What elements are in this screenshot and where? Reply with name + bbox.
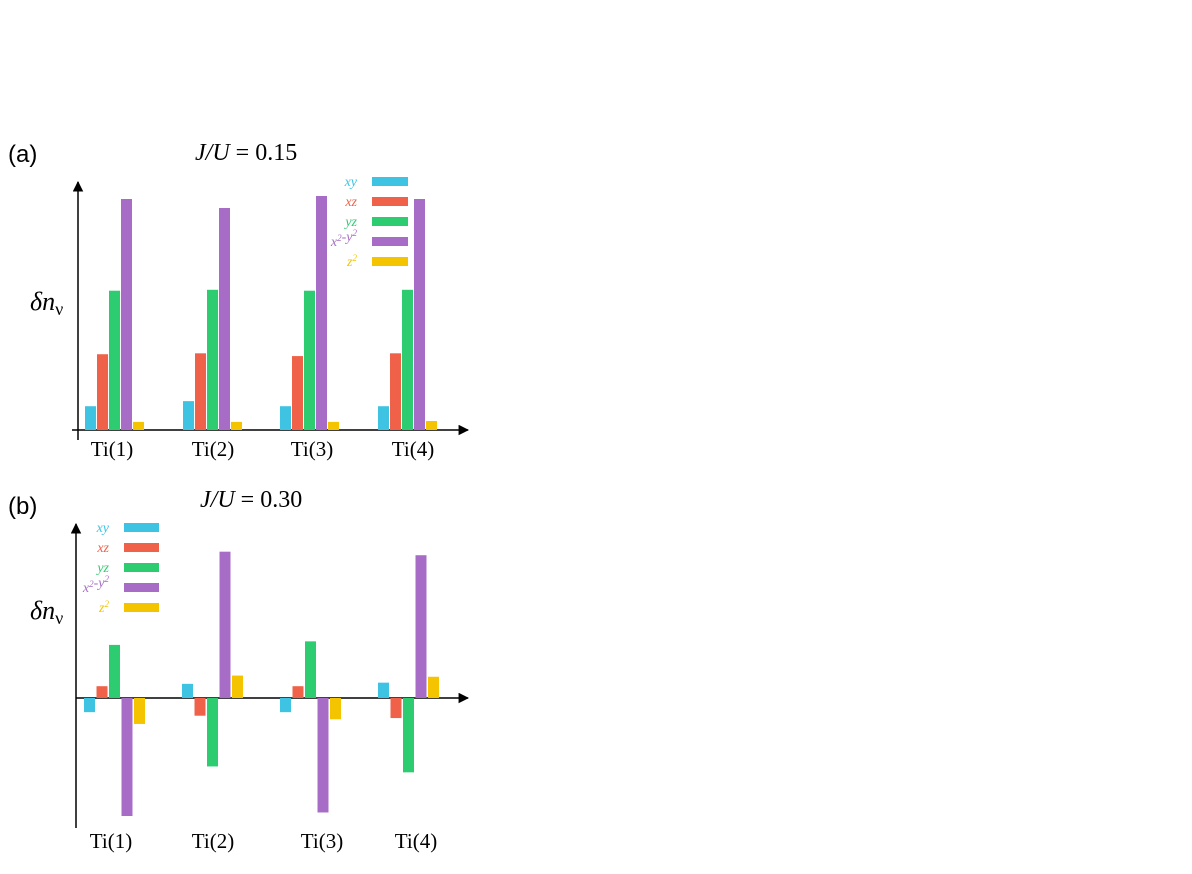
- legend-swatch-xy: [372, 177, 408, 186]
- tick-label-ti-4: Ti(4): [395, 829, 437, 853]
- bar-ti-1-x2-y2: [121, 199, 132, 430]
- panel-a-y-axis-label: δnν: [30, 287, 63, 319]
- bar-ti-1-z2: [133, 421, 144, 430]
- legend-label-yz: yz: [95, 561, 109, 576]
- panel-b: (b) J/U = 0.30 δnν Ti(1) Ti(2) Ti(3) Ti(4) x…: [8, 487, 470, 853]
- panel-b-title-value: = 0.30: [241, 487, 303, 513]
- bar-ti-3-x2-y2: [316, 195, 327, 430]
- bar-ti-2-z2: [231, 421, 242, 430]
- bar-ti-1-xy: [84, 698, 95, 713]
- bar-ti-3-xz: [292, 356, 303, 430]
- tick-label-ti-1: Ti(1): [91, 437, 133, 461]
- legend-label-xy: xy: [96, 521, 110, 536]
- legend-swatch-yz: [372, 217, 408, 226]
- bar-ti-3-z2: [330, 698, 341, 720]
- bar-ti-2-yz: [207, 698, 218, 767]
- bar-ti-2-yz: [207, 289, 218, 430]
- bar-ti-1-xy: [85, 406, 96, 430]
- bar-ti-1-z2: [134, 698, 145, 724]
- legend-label-xz: xz: [344, 195, 357, 210]
- bar-ti-1-x2-y2: [121, 698, 133, 816]
- bar-ti-2-z2: [232, 675, 243, 698]
- bar-ti-3-xy: [280, 406, 291, 430]
- bar-ti-3-x2-y2: [317, 698, 329, 813]
- tick-label-ti-2: Ti(2): [192, 829, 234, 853]
- panel-a-y-axis-symbol: δn: [30, 287, 55, 316]
- legend-label-xy: xy: [344, 175, 358, 190]
- panel-a-y-axis-subscript: ν: [55, 299, 63, 319]
- bar-ti-2-xz: [195, 353, 206, 430]
- panel-b-title-ratio: J/U: [200, 487, 236, 513]
- tick-label-ti-4: Ti(4): [392, 437, 434, 461]
- panel-a-bars: [85, 195, 437, 430]
- bar-ti-4-x2-y2: [415, 555, 427, 698]
- bar-ti-4-xz: [390, 698, 402, 719]
- legend-swatch-xz: [124, 543, 159, 552]
- bar-ti-1-yz: [109, 290, 120, 430]
- bar-ti-4-z2: [426, 420, 437, 430]
- bar-ti-4-xy: [378, 682, 389, 698]
- bar-ti-1-yz: [109, 644, 120, 698]
- panel-b-tick-labels: Ti(1) Ti(2) Ti(3) Ti(4): [90, 829, 437, 853]
- tick-label-ti-2: Ti(2): [192, 437, 234, 461]
- legend-label-x2-y2: x2-y2: [330, 228, 358, 250]
- panel-b-y-axis-label: δnν: [30, 596, 63, 628]
- bar-ti-4-xy: [378, 406, 389, 430]
- legend-swatch-x2-y2: [124, 583, 159, 592]
- legend-label-yz: yz: [343, 215, 357, 230]
- bar-ti-1-xz: [97, 354, 108, 430]
- legend-swatch-xy: [124, 523, 159, 532]
- panel-a-title-ratio: J/U: [195, 140, 231, 166]
- panel-b-bars: [84, 551, 439, 816]
- bar-ti-2-xy: [183, 401, 194, 430]
- tick-label-ti-3: Ti(3): [291, 437, 333, 461]
- bar-ti-4-yz: [402, 289, 413, 430]
- legend-swatch-yz: [124, 563, 159, 572]
- panel-b-label: (b): [8, 493, 37, 520]
- panel-a-label: (a): [8, 141, 37, 168]
- legend-swatch-xz: [372, 197, 408, 206]
- panel-a-title: J/U = 0.15: [195, 140, 297, 166]
- bar-ti-3-xy: [280, 698, 291, 713]
- panel-a-tick-labels: Ti(1) Ti(2) Ti(3) Ti(4): [91, 437, 434, 461]
- legend-label-xz: xz: [96, 541, 109, 556]
- bar-ti-4-z2: [428, 676, 439, 698]
- panel-a: (a) J/U = 0.15 δnν Ti(1) Ti(2) Ti(3) Ti(4) x…: [8, 140, 470, 461]
- legend-swatch-z2: [124, 603, 159, 612]
- bar-ti-4-xz: [390, 353, 401, 430]
- bar-ti-4-yz: [403, 698, 414, 773]
- bar-ti-2-xz: [194, 698, 206, 716]
- legend-label-z2: z2: [346, 253, 357, 270]
- bar-ti-3-xz: [292, 686, 304, 698]
- bar-ti-3-yz: [304, 290, 315, 430]
- legend-label-z2: z2: [98, 599, 109, 616]
- panel-b-y-axis-symbol: δn: [30, 596, 55, 625]
- panel-a-title-value: = 0.15: [236, 140, 298, 166]
- legend-swatch-z2: [372, 257, 408, 266]
- bar-ti-2-x2-y2: [219, 551, 231, 698]
- tick-label-ti-3: Ti(3): [301, 829, 343, 853]
- bar-ti-2-x2-y2: [219, 208, 230, 430]
- legend-label-x2-y2: x2-y2: [82, 574, 110, 596]
- panel-b-title: J/U = 0.30: [200, 487, 302, 513]
- bar-ti-3-z2: [328, 421, 339, 430]
- bar-ti-2-xy: [182, 683, 193, 698]
- bar-ti-3-yz: [305, 641, 316, 698]
- bar-ti-4-x2-y2: [414, 199, 425, 430]
- legend-swatch-x2-y2: [372, 237, 408, 246]
- panel-b-y-axis-subscript: ν: [55, 608, 63, 628]
- tick-label-ti-1: Ti(1): [90, 829, 132, 853]
- bar-ti-1-xz: [96, 686, 108, 698]
